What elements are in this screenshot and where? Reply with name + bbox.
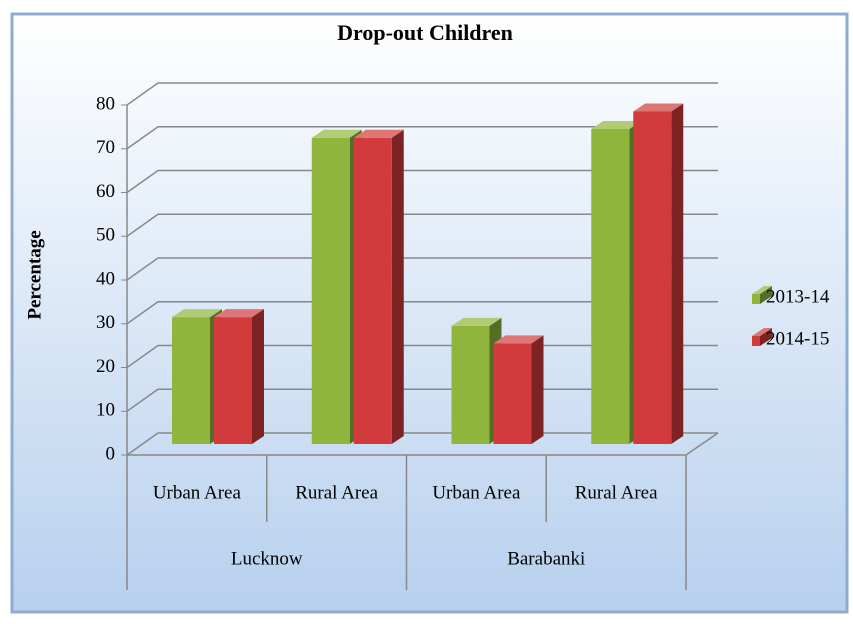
bar-top [633, 103, 684, 112]
group-label: Lucknow [231, 548, 303, 569]
bar-front [311, 137, 350, 444]
bar-side [391, 129, 404, 444]
bar-top [172, 309, 222, 318]
bar-top [451, 317, 502, 326]
y-tick-label: 0 [106, 443, 116, 464]
y-tick-label: 20 [96, 356, 115, 377]
bar [493, 335, 544, 444]
grid-line [126, 169, 718, 194]
bar-front [172, 317, 210, 444]
legend-label: 2014-15 [766, 328, 829, 349]
bar-top [214, 309, 264, 318]
y-axis-label: Percentage [24, 230, 45, 319]
group-label: Barabanki [507, 548, 585, 569]
y-tick-label: 30 [96, 312, 115, 333]
y-tick-label: 70 [96, 137, 115, 158]
bar-front [752, 336, 760, 346]
bar-front [214, 317, 252, 444]
bar [633, 103, 684, 444]
bar-side [252, 309, 264, 444]
bar-side [760, 328, 772, 346]
legend-marker [752, 328, 772, 346]
grid-line [126, 213, 718, 237]
grid-line [126, 126, 718, 150]
bar [353, 129, 404, 444]
x-tick-label: Urban Area [153, 482, 242, 503]
bar-side [531, 335, 544, 444]
grid-line [126, 257, 718, 281]
bar-top [493, 335, 544, 344]
y-tick-label: 40 [96, 268, 115, 289]
y-tick-label: 80 [96, 93, 115, 114]
bar-front [451, 325, 490, 444]
legend-marker [752, 286, 772, 304]
bar-front [633, 111, 672, 444]
y-tick-label: 50 [96, 225, 115, 246]
x-tick-label: Urban Area [432, 482, 521, 503]
grid-line [126, 82, 718, 106]
bar-top [752, 286, 772, 294]
legend-label: 2013-14 [766, 286, 830, 307]
bar-front [493, 343, 532, 444]
bar-side [671, 103, 684, 444]
bar-front [353, 137, 392, 444]
grid-line [126, 301, 718, 325]
bar-top [311, 129, 362, 138]
bar-top [353, 129, 404, 138]
x-tick-label: Rural Area [295, 482, 378, 503]
x-tick-label: Rural Area [575, 482, 658, 503]
y-tick-label: 10 [96, 400, 115, 421]
chart-frame [10, 12, 849, 614]
chart-title: Drop-out Children [337, 20, 513, 45]
bar-top [752, 328, 772, 336]
bar-front [752, 294, 760, 304]
bar-top [591, 121, 642, 129]
bar-front [591, 129, 630, 444]
bar [214, 309, 264, 444]
y-tick-label: 60 [96, 181, 115, 202]
bar-side [760, 286, 772, 304]
